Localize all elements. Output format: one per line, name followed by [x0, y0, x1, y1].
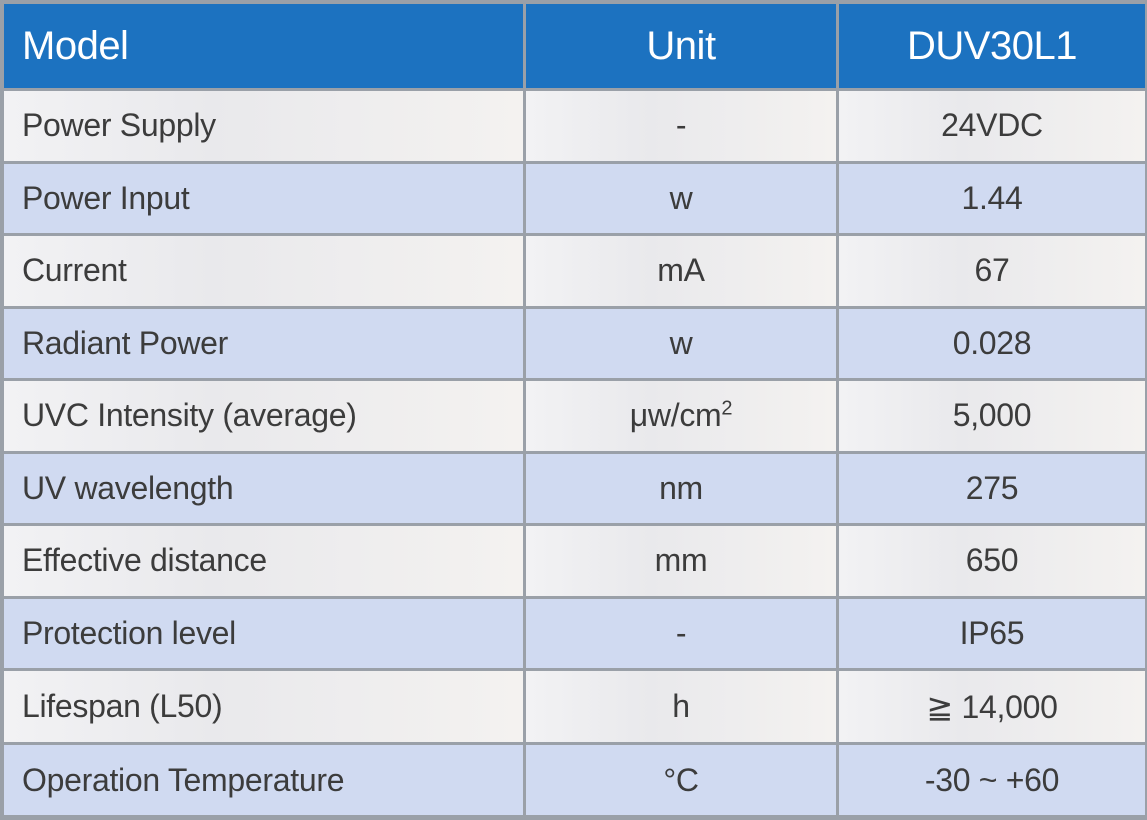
row-label: Power Supply	[4, 91, 523, 161]
row-unit: h	[526, 671, 836, 743]
table-row: Power Input w 1.44	[4, 163, 1145, 234]
header-model: Model	[4, 4, 523, 88]
row-label: Radiant Power	[4, 308, 523, 379]
table-row: Effective distance mm 650	[4, 526, 1145, 596]
row-value: 1.44	[839, 163, 1145, 234]
row-value: 24VDC	[839, 91, 1145, 161]
row-unit: μw/cm2	[526, 381, 836, 451]
row-unit: mm	[526, 526, 836, 596]
row-label: Power Input	[4, 163, 523, 234]
table-row: Power Supply - 24VDC	[4, 91, 1145, 161]
row-unit: nm	[526, 453, 836, 524]
table-row: Operation Temperature °C -30 ~ +60	[4, 745, 1145, 815]
row-unit: mA	[526, 236, 836, 306]
row-value: 5,000	[839, 381, 1145, 451]
row-value: 0.028	[839, 308, 1145, 379]
table-row: Lifespan (L50) h ≧ 14,000	[4, 671, 1145, 743]
row-unit: w	[526, 308, 836, 379]
row-label: Protection level	[4, 598, 523, 669]
table-row: Radiant Power w 0.028	[4, 308, 1145, 379]
table-row: Protection level - IP65	[4, 598, 1145, 669]
row-label: Current	[4, 236, 523, 306]
table-row: UV wavelength nm 275	[4, 453, 1145, 524]
row-label: Effective distance	[4, 526, 523, 596]
row-value: 67	[839, 236, 1145, 306]
header-unit: Unit	[526, 4, 836, 88]
header-product: DUV30L1	[839, 4, 1145, 88]
unit-superscript: 2	[721, 397, 733, 420]
table-header-row: Model Unit DUV30L1	[4, 4, 1145, 88]
table-row: Current mA 67	[4, 236, 1145, 306]
row-label: Operation Temperature	[4, 745, 523, 815]
row-value: ≧ 14,000	[839, 671, 1145, 743]
row-unit: °C	[526, 745, 836, 815]
row-unit: -	[526, 598, 836, 669]
row-value: 650	[839, 526, 1145, 596]
row-unit: w	[526, 163, 836, 234]
row-value: 275	[839, 453, 1145, 524]
table-row: UVC Intensity (average) μw/cm2 5,000	[4, 381, 1145, 451]
row-value: IP65	[839, 598, 1145, 669]
unit-text: μw/cm	[629, 397, 722, 434]
row-label: Lifespan (L50)	[4, 671, 523, 743]
row-value: -30 ~ +60	[839, 745, 1145, 815]
row-label: UV wavelength	[4, 453, 523, 524]
row-label: UVC Intensity (average)	[4, 381, 523, 451]
row-unit: -	[526, 91, 836, 161]
